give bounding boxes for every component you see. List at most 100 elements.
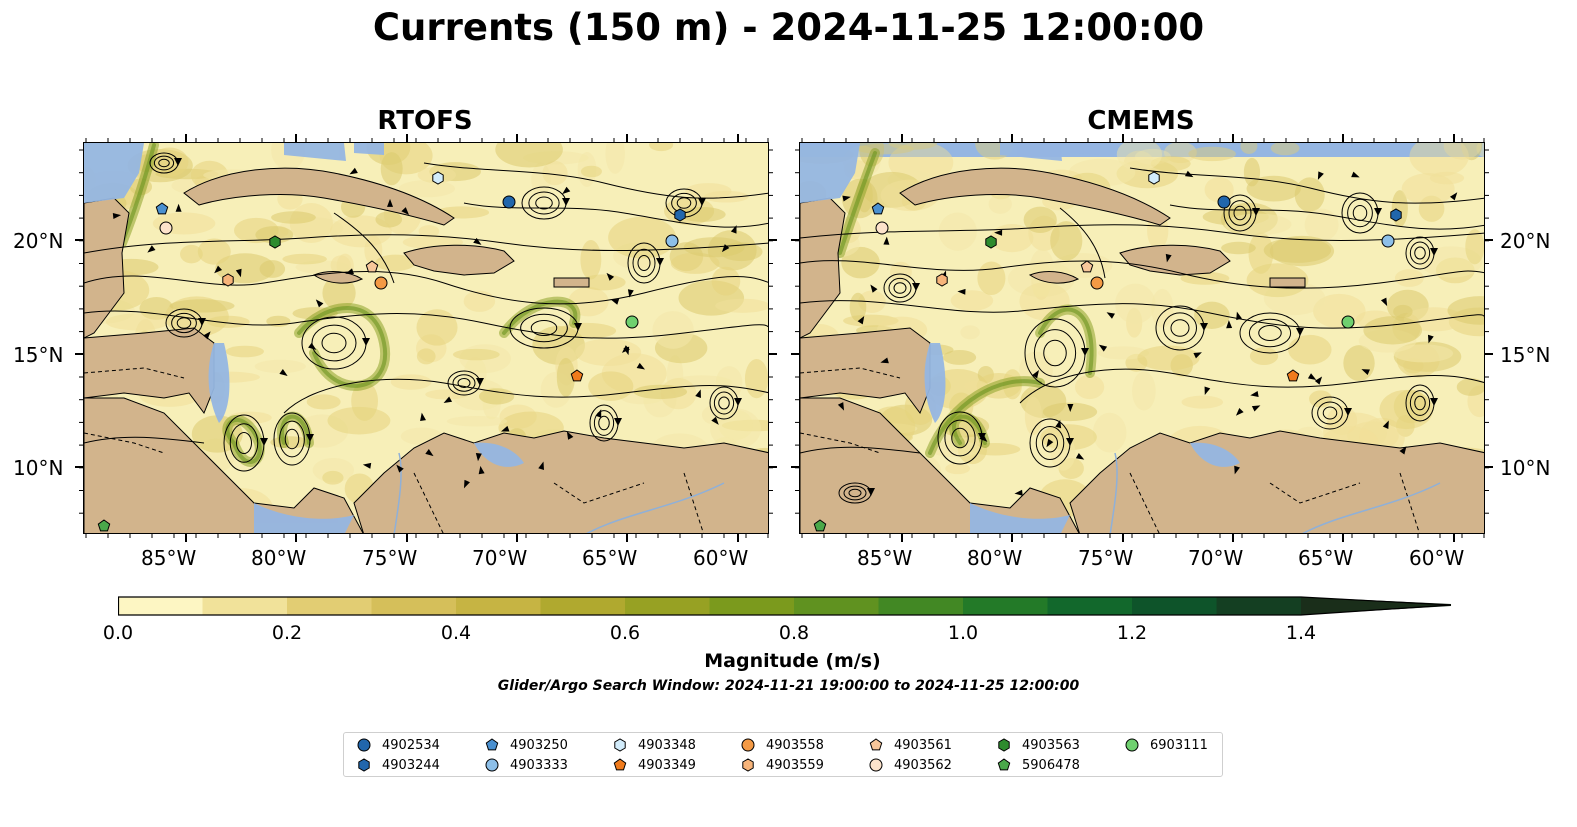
legend-item-6903111: 6903111 xyxy=(1124,737,1208,753)
legend-marker-icon xyxy=(485,738,499,751)
flow-arrow xyxy=(1296,328,1304,336)
float-marker-4903348 xyxy=(432,171,444,185)
legend-marker-icon xyxy=(741,738,755,752)
colorbar-band xyxy=(709,597,795,615)
colorbar-band xyxy=(118,597,203,615)
south-america-land xyxy=(353,430,768,533)
legend-item-5906478: 5906478 xyxy=(996,757,1080,773)
colorbar-band xyxy=(963,597,1048,615)
jamaica-land xyxy=(1028,271,1080,284)
lat-label-15-left: 15°N xyxy=(13,343,64,367)
float-marker-4902534 xyxy=(502,195,516,209)
central-america-land xyxy=(84,327,215,415)
legend-marker-4903348 xyxy=(614,738,626,752)
colorbar-band xyxy=(794,597,879,615)
colorbar-band xyxy=(456,597,541,615)
colorbar-band xyxy=(878,597,964,615)
float-marker-4903562 xyxy=(875,221,889,235)
colorbar-tick-3: 0.6 xyxy=(609,622,641,644)
lon-label-75-left: 75°W xyxy=(362,546,418,570)
lon-label-60-left: 60°W xyxy=(693,546,749,570)
float-marker-4903244 xyxy=(674,208,686,222)
streamline-arrows xyxy=(112,167,737,489)
legend-item-4903244: 4903244 xyxy=(356,757,440,773)
flow-arrow xyxy=(912,283,920,291)
float-marker-4903559 xyxy=(222,273,234,287)
legend-item-4903333: 4903333 xyxy=(484,757,568,773)
lon-label-85-right: 85°W xyxy=(857,546,913,570)
float-marker-4902534 xyxy=(1217,195,1231,209)
flow-arrow xyxy=(198,318,206,326)
float-marker-4903561 xyxy=(365,260,379,273)
float-marker-4903558 xyxy=(374,276,388,290)
shallow-water xyxy=(800,143,1240,533)
flow-arrow xyxy=(1200,323,1208,331)
legend-item-4903563: 4903563 xyxy=(996,737,1080,753)
streamline-arrows xyxy=(837,170,1458,496)
legend-item-4903561: 4903561 xyxy=(868,737,952,753)
legend-marker-4903563 xyxy=(998,738,1010,752)
legend-label: 4903244 xyxy=(382,757,440,773)
legend-item-4903250: 4903250 xyxy=(484,737,568,753)
legend-marker-4903558 xyxy=(741,738,755,752)
float-marker-5906478 xyxy=(813,519,827,532)
lat-label-15-right: 15°N xyxy=(1500,343,1551,367)
flow-arrow xyxy=(1344,408,1352,416)
rivers xyxy=(393,452,725,533)
cmems-map[interactable] xyxy=(799,142,1485,534)
flow-arrow xyxy=(1252,208,1260,216)
float-marker-4903559 xyxy=(936,273,948,287)
map-canvas xyxy=(84,143,768,533)
south-america-land xyxy=(1069,430,1484,533)
legend-marker-icon xyxy=(869,738,883,751)
lat-label-10-right: 10°N xyxy=(1500,456,1551,480)
panel-title-cmems: CMEMS xyxy=(1087,106,1195,136)
panama-land xyxy=(84,397,364,533)
legend-marker-icon xyxy=(358,758,370,772)
legend-marker-4903559 xyxy=(742,758,754,772)
land-masses xyxy=(800,167,1484,533)
legend-label: 4903333 xyxy=(510,757,568,773)
colorbar-tick-1: 0.2 xyxy=(271,622,303,644)
float-marker-4903562 xyxy=(159,221,173,235)
colorbar-outline xyxy=(117,596,1452,616)
legend-marker-4903250 xyxy=(485,738,499,751)
legend-marker-icon xyxy=(742,758,754,772)
colorbar-tick-6: 1.2 xyxy=(1116,622,1148,644)
legend-marker-4903349 xyxy=(613,758,627,771)
lon-label-70-right: 70°W xyxy=(1188,546,1244,570)
float-marker-4903349 xyxy=(570,369,584,382)
streamlines xyxy=(800,167,1484,454)
float-marker-4903250 xyxy=(155,202,169,215)
flow-arrow xyxy=(698,198,706,206)
colorbar-gradient xyxy=(117,596,1452,616)
legend-marker-6903111 xyxy=(1125,738,1139,752)
flow-arrow xyxy=(306,434,314,442)
cuba-land xyxy=(899,167,1171,226)
colorbar xyxy=(117,595,1453,619)
colorbar-tick-7: 1.4 xyxy=(1285,622,1317,644)
colorbar-tick-5: 1.0 xyxy=(947,622,979,644)
legend-item-4903562: 4903562 xyxy=(868,757,952,773)
lon-label-80-right: 80°W xyxy=(967,546,1023,570)
colorbar-band xyxy=(1047,597,1133,615)
float-marker-4903244 xyxy=(1390,208,1402,222)
lon-label-75-right: 75°W xyxy=(1078,546,1134,570)
float-marker-6903111 xyxy=(1341,315,1355,329)
legend-marker-4903562 xyxy=(869,758,883,772)
central-america-land xyxy=(800,327,931,415)
colorbar-tick-4: 0.8 xyxy=(778,622,810,644)
float-marker-4903349 xyxy=(1286,369,1300,382)
flow-arrow xyxy=(260,438,268,446)
float-marker-4903563 xyxy=(985,235,997,249)
float-marker-4903348 xyxy=(1148,171,1160,185)
panel-title-rtofs: RTOFS xyxy=(377,106,473,136)
rtofs-map[interactable] xyxy=(83,142,769,534)
flow-arrow xyxy=(1066,438,1074,446)
legend-marker-icon xyxy=(998,738,1010,752)
lat-label-20-left: 20°N xyxy=(13,229,64,253)
legend-item-4903349: 4903349 xyxy=(612,757,696,773)
colorbar-tick-0: 0.0 xyxy=(102,622,134,644)
float-marker-4903333 xyxy=(1381,234,1395,248)
search-window-subtitle: Glider/Argo Search Window: 2024-11-21 19… xyxy=(497,678,1080,694)
